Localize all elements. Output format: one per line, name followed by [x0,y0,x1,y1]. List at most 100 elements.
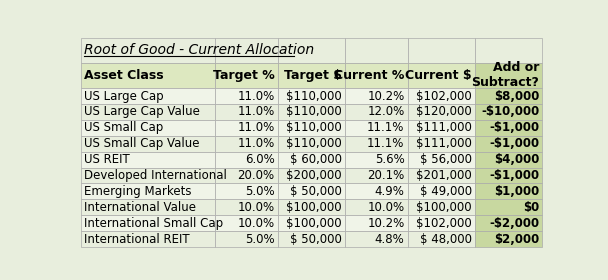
Text: $4,000: $4,000 [494,153,539,166]
Text: 6.0%: 6.0% [245,153,275,166]
Bar [278,63,345,88]
Bar [278,215,345,231]
Text: Add or
Subtract?: Add or Subtract? [471,61,539,89]
Text: 5.0%: 5.0% [245,233,275,246]
Bar [408,63,475,88]
Bar [345,199,408,215]
Bar [345,120,408,136]
Bar [81,38,215,63]
Bar [81,63,215,88]
Text: US Large Cap: US Large Cap [84,90,164,102]
Text: $0: $0 [523,201,539,214]
Text: -$1,000: -$1,000 [489,137,539,150]
Text: 12.0%: 12.0% [367,106,404,118]
Text: Emerging Markets: Emerging Markets [84,185,192,198]
Bar [345,152,408,168]
Text: $102,000: $102,000 [416,90,472,102]
Text: US Small Cap: US Small Cap [84,121,164,134]
Bar [81,168,215,183]
Text: -$10,000: -$10,000 [481,106,539,118]
Bar [408,168,475,183]
Text: $100,000: $100,000 [286,217,342,230]
Text: 11.0%: 11.0% [237,90,275,102]
Bar [475,88,542,104]
Bar [215,199,278,215]
Text: $2,000: $2,000 [494,233,539,246]
Text: Developed International: Developed International [84,169,227,182]
Bar [345,63,408,88]
Bar [475,136,542,152]
Text: US Large Cap Value: US Large Cap Value [84,106,200,118]
Text: 4.9%: 4.9% [375,185,404,198]
Bar [408,88,475,104]
Bar [278,199,345,215]
Bar [215,152,278,168]
Bar [475,231,542,247]
Text: $110,000: $110,000 [286,90,342,102]
Text: $200,000: $200,000 [286,169,342,182]
Text: 5.0%: 5.0% [245,185,275,198]
Bar [345,231,408,247]
Bar [278,183,345,199]
Text: Target %: Target % [213,69,275,82]
Bar [278,120,345,136]
Bar [215,231,278,247]
Bar [475,168,542,183]
Text: $110,000: $110,000 [286,121,342,134]
Text: 10.0%: 10.0% [367,201,404,214]
Text: US REIT: US REIT [84,153,130,166]
Bar [408,183,475,199]
Text: 10.0%: 10.0% [238,217,275,230]
Bar [408,104,475,120]
Text: -$1,000: -$1,000 [489,169,539,182]
Text: Asset Class: Asset Class [84,69,164,82]
Bar [408,231,475,247]
Text: $100,000: $100,000 [416,201,472,214]
Text: $8,000: $8,000 [494,90,539,102]
Text: $102,000: $102,000 [416,217,472,230]
Bar [81,88,215,104]
Bar [215,104,278,120]
Text: International Value: International Value [84,201,196,214]
Text: 20.1%: 20.1% [367,169,404,182]
Text: $110,000: $110,000 [286,137,342,150]
Bar [345,215,408,231]
Text: 20.0%: 20.0% [238,169,275,182]
Text: Current $: Current $ [405,69,472,82]
Bar [408,120,475,136]
Bar [475,215,542,231]
Bar [345,104,408,120]
Bar [278,168,345,183]
Text: 10.2%: 10.2% [367,90,404,102]
Bar [408,215,475,231]
Bar [215,38,278,63]
Bar [278,231,345,247]
Text: Target $: Target $ [284,69,342,82]
Bar [278,104,345,120]
Text: $201,000: $201,000 [416,169,472,182]
Text: $100,000: $100,000 [286,201,342,214]
Bar [475,63,542,88]
Text: $ 49,000: $ 49,000 [420,185,472,198]
Bar [475,152,542,168]
Text: International Small Cap: International Small Cap [84,217,223,230]
Text: International REIT: International REIT [84,233,190,246]
Bar [278,88,345,104]
Bar [475,38,542,63]
Bar [345,88,408,104]
Bar [215,136,278,152]
Bar [81,183,215,199]
Bar [81,120,215,136]
Text: 11.0%: 11.0% [237,121,275,134]
Text: $ 50,000: $ 50,000 [290,233,342,246]
Bar [81,136,215,152]
Bar [278,152,345,168]
Bar [81,199,215,215]
Bar [215,215,278,231]
Bar [81,215,215,231]
Text: 10.0%: 10.0% [238,201,275,214]
Bar [215,88,278,104]
Bar [408,38,475,63]
Text: 11.1%: 11.1% [367,121,404,134]
Bar [475,120,542,136]
